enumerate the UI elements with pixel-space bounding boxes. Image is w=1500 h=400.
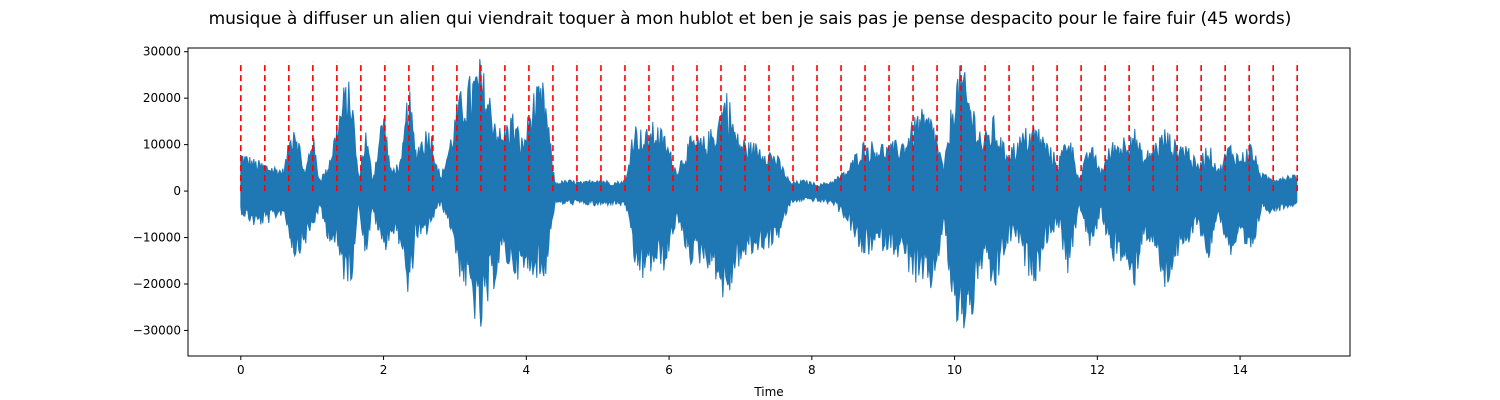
axes-frame: [187, 47, 1351, 357]
x-tick-label-6: 6: [665, 363, 673, 377]
waveform-series: [240, 58, 1298, 329]
y-axis: −30000 −20000 −10000 0 10000 20000 30000: [133, 45, 188, 337]
y-tick-label-0: 0: [173, 184, 181, 198]
y-tick-label-30000: 30000: [143, 45, 181, 59]
x-tick-label-8: 8: [808, 363, 816, 377]
y-tick-label--10000: −10000: [133, 231, 181, 245]
y-tick-label-20000: 20000: [143, 91, 181, 105]
x-tick-label-14: 14: [1232, 363, 1247, 377]
x-axis-label: Time: [753, 385, 783, 399]
x-tick-label-12: 12: [1090, 363, 1105, 377]
word-markers: [240, 61, 1298, 192]
x-tick-label-2: 2: [380, 363, 388, 377]
x-tick-label-4: 4: [523, 363, 531, 377]
y-tick-label--20000: −20000: [133, 277, 181, 291]
y-tick-label--30000: −30000: [133, 323, 181, 337]
x-tick-label-0: 0: [237, 363, 245, 377]
y-tick-label-10000: 10000: [143, 138, 181, 152]
x-axis: 0 2 4 6 8 10 12 14: [237, 356, 1248, 377]
x-tick-label-10: 10: [947, 363, 962, 377]
plot-area: [240, 58, 1298, 329]
chart-title: musique à diffuser un alien qui viendrai…: [209, 9, 1292, 29]
